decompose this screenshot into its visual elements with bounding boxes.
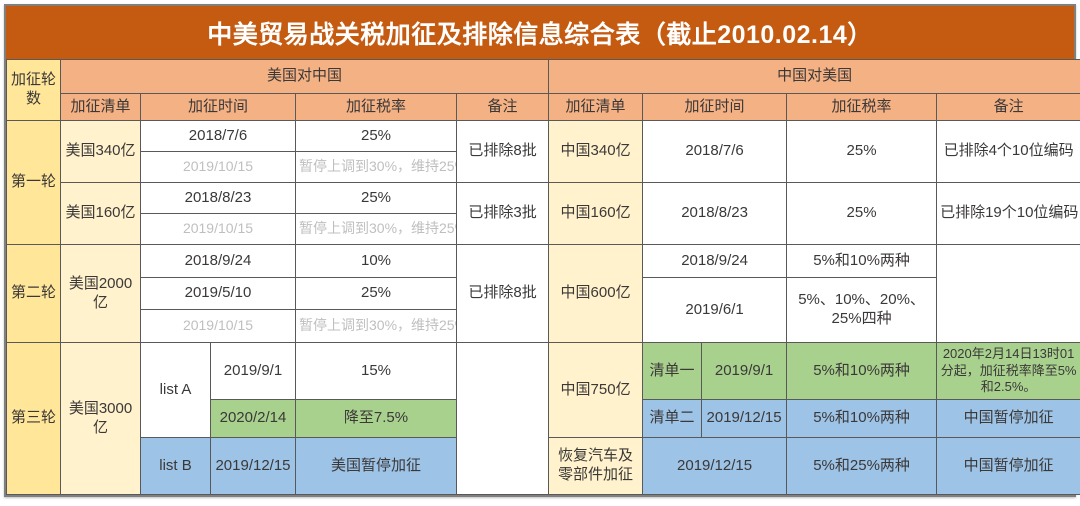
round2-label: 第二轮 bbox=[6, 244, 61, 343]
header-cn-group: 中国对美国 bbox=[548, 59, 1080, 94]
cell-us160-rate2: 暂停上调到30%，维持25% bbox=[295, 213, 457, 245]
round1-label: 第一轮 bbox=[6, 120, 61, 245]
cell-cn160-note: 已排除19个10位编码 bbox=[936, 182, 1080, 245]
cell-cn160-rate: 25% bbox=[786, 182, 938, 245]
cell-us160-date1: 2018/8/23 bbox=[140, 182, 296, 214]
cell-cn340-name: 中国340亿 bbox=[548, 120, 644, 183]
cell-cn750-list2-rate: 5%和10%两种 bbox=[786, 399, 938, 438]
cell-us340-date1: 2018/7/6 bbox=[140, 120, 296, 152]
page-title: 中美贸易战关税加征及排除信息综合表（截止2010.02.14） bbox=[6, 6, 1074, 59]
cell-cn750-list1-rate: 5%和10%两种 bbox=[786, 342, 938, 400]
col-header-list-cn: 加征清单 bbox=[548, 93, 644, 121]
cell-us2000-rate1: 10% bbox=[295, 244, 457, 278]
cell-us160-name: 美国160亿 bbox=[60, 182, 141, 245]
cell-us2000-date1: 2018/9/24 bbox=[140, 244, 296, 278]
cell-us2000-date3: 2019/10/15 bbox=[140, 309, 296, 343]
cell-cn750-name: 中国750亿 bbox=[548, 342, 644, 438]
cell-cn750-list1-date: 2019/9/1 bbox=[701, 342, 788, 400]
col-header-note-cn: 备注 bbox=[936, 93, 1080, 121]
cell-us340-rate1: 25% bbox=[295, 120, 457, 152]
cell-us160-note: 已排除3批 bbox=[455, 182, 550, 245]
table-frame: 中美贸易战关税加征及排除信息综合表（截止2010.02.14） 加征轮数 美国对… bbox=[4, 4, 1080, 497]
cell-us340-rate2: 暂停上调到30%，维持25% bbox=[295, 151, 457, 183]
cell-cn600-rate2: 5%、10%、20%、25%四种 bbox=[786, 277, 938, 343]
col-header-date-us: 加征时间 bbox=[140, 93, 296, 121]
cell-cn160-date: 2018/8/23 bbox=[642, 182, 788, 245]
cell-cn750-list1: 清单一 bbox=[642, 342, 703, 400]
col-header-list-us: 加征清单 bbox=[60, 93, 141, 121]
col-header-date-cn: 加征时间 bbox=[642, 93, 788, 121]
cell-us2000-name: 美国2000亿 bbox=[60, 244, 141, 343]
cell-us3000-note bbox=[455, 342, 550, 495]
cell-us2000-date2: 2019/5/10 bbox=[140, 277, 296, 310]
cell-cn600-date2: 2019/6/1 bbox=[642, 277, 788, 343]
cell-cn600-name: 中国600亿 bbox=[548, 244, 644, 343]
cell-cnauto-rate: 5%和25%两种 bbox=[786, 437, 938, 495]
cell-us2000-rate3: 暂停上调到30%，维持25% bbox=[295, 309, 457, 343]
tariff-table: 加征轮数 美国对中国 中国对美国 加征清单 加征时间 加征税率 备注 加征清单 … bbox=[6, 59, 1080, 495]
cell-us2000-note: 已排除8批 bbox=[455, 244, 550, 343]
cell-cn750-list2-note: 中国暂停加征 bbox=[936, 399, 1080, 438]
round3-label: 第三轮 bbox=[6, 342, 61, 495]
cell-us3000-name: 美国3000亿 bbox=[60, 342, 141, 495]
cell-us3000-lista-date1: 2019/9/1 bbox=[210, 342, 296, 400]
cell-us3000-lista-date2: 2020/2/14 bbox=[210, 399, 296, 438]
cell-us340-date2: 2019/10/15 bbox=[140, 151, 296, 183]
cell-cnauto-date: 2019/12/15 bbox=[642, 437, 788, 495]
header-us-group: 美国对中国 bbox=[59, 59, 550, 94]
col-header-rate-cn: 加征税率 bbox=[786, 93, 938, 121]
cell-us3000-lista-rate2: 降至7.5% bbox=[295, 399, 457, 438]
cell-us3000-listb-rate: 美国暂停加征 bbox=[295, 437, 457, 495]
cell-us2000-rate2: 25% bbox=[295, 277, 457, 310]
cell-us3000-lista: list A bbox=[140, 342, 211, 438]
cell-cn340-note: 已排除4个10位编码 bbox=[936, 120, 1080, 183]
cell-cn750-list1-note: 2020年2月14日13时01分起，加征税率降至5%和2.5%。 bbox=[936, 342, 1080, 400]
cell-cn750-list2: 清单二 bbox=[642, 399, 703, 438]
cell-us340-name: 美国340亿 bbox=[60, 120, 141, 183]
cell-cnauto-note: 中国暂停加征 bbox=[936, 437, 1080, 495]
cell-us3000-lista-rate1: 15% bbox=[295, 342, 457, 400]
cell-us160-rate1: 25% bbox=[295, 182, 457, 214]
cell-cn160-name: 中国160亿 bbox=[548, 182, 644, 245]
cell-cn600-rate1: 5%和10%两种 bbox=[786, 244, 938, 278]
cell-us3000-listb: list B bbox=[140, 437, 211, 495]
col-header-rate-us: 加征税率 bbox=[295, 93, 457, 121]
cell-cn750-list2-date: 2019/12/15 bbox=[701, 399, 788, 438]
cell-cn600-date1: 2018/9/24 bbox=[642, 244, 788, 278]
cell-us340-note: 已排除8批 bbox=[455, 120, 550, 183]
col-header-note-us: 备注 bbox=[455, 93, 550, 121]
header-round-col: 加征轮数 bbox=[6, 59, 61, 121]
cell-cn340-rate: 25% bbox=[786, 120, 938, 183]
cell-us160-date2: 2019/10/15 bbox=[140, 213, 296, 245]
cell-us3000-listb-date: 2019/12/15 bbox=[210, 437, 296, 495]
cell-cn600-note bbox=[936, 244, 1080, 343]
cell-cnauto-name: 恢复汽车及零部件加征 bbox=[548, 437, 644, 495]
cell-cn340-date: 2018/7/6 bbox=[642, 120, 788, 183]
